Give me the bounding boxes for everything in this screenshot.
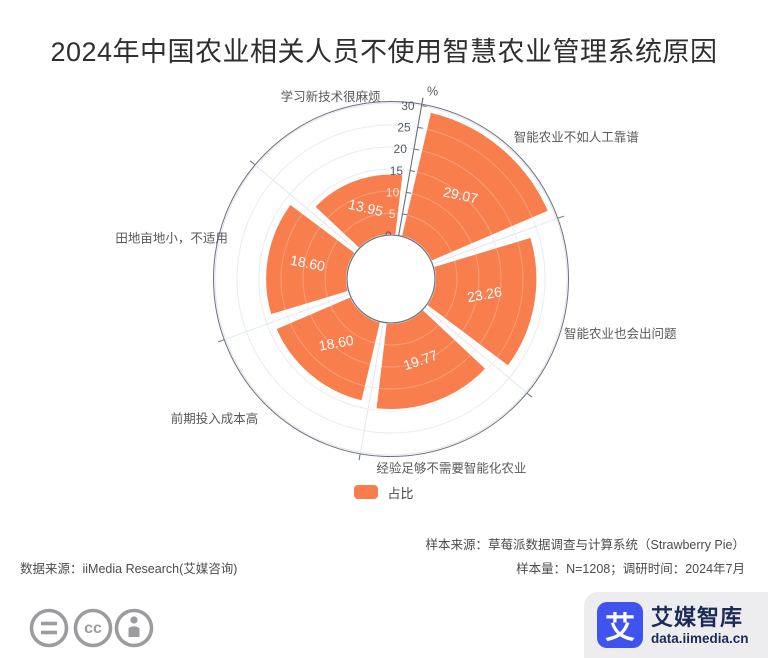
- value-label: 13.95: [347, 196, 385, 220]
- angle-axis-tick: [358, 453, 361, 461]
- legend-swatch-icon: [354, 485, 379, 499]
- value-label: 18.60: [318, 332, 355, 354]
- category-label-智能农业也会出问题: 智能农业也会出问题: [564, 326, 677, 341]
- radius-axis-line: [398, 97, 424, 236]
- radius-axis-tick: [417, 126, 423, 129]
- brand-url[interactable]: data.iimedia.cn: [651, 630, 749, 646]
- legend-item[interactable]: 占比: [0, 482, 768, 502]
- brand-card[interactable]: 艾 艾媒智库 data.iimedia.cn: [584, 592, 768, 658]
- grid-circle: [236, 124, 546, 434]
- radius-axis-tick: [410, 170, 416, 173]
- angle-axis-tick: [526, 392, 533, 398]
- grid-spoke: [255, 165, 358, 252]
- sample-source-text: 样本来源：草莓派数据调查与计算系统（Strawberry Pie）: [425, 538, 745, 552]
- angle-axis-circle: [213, 101, 569, 457]
- grid-spoke: [432, 218, 557, 265]
- equals-icon[interactable]: [29, 608, 69, 648]
- grid-circle-overlay: [302, 190, 480, 368]
- data-source-text: 数据来源：iiMedia Research(艾媒咨询): [20, 562, 238, 576]
- category-label-学习新技术很麻烦: 学习新技术很麻烦: [281, 89, 381, 104]
- angle-axis-tick: [249, 160, 256, 166]
- angle-axis-tick: [557, 215, 565, 219]
- radius-tick-label: 10: [386, 186, 400, 200]
- radius-axis-tick: [413, 148, 419, 151]
- value-label: 23.26: [466, 283, 503, 305]
- chart-title: 2024年中国农业相关人员不使用智慧农业管理系统原因: [50, 37, 718, 67]
- value-label: 29.07: [442, 184, 480, 207]
- value-label: 18.60: [289, 252, 327, 274]
- grid-circle-overlay: [236, 124, 546, 434]
- grid-circle-overlay: [258, 146, 524, 412]
- category-label-前期投入成本高: 前期投入成本高: [171, 411, 259, 426]
- radius-axis-tick: [421, 105, 427, 108]
- license-icons[interactable]: cc: [25, 606, 160, 650]
- legend-label: 占比: [387, 485, 414, 501]
- radius-tick-label: 30: [401, 99, 415, 113]
- radius-tick-label: 15: [390, 164, 404, 178]
- sample-source-block: 样本来源：草莓派数据调查与计算系统（Strawberry Pie） 样本量：N=…: [426, 533, 745, 581]
- category-label-田地亩地小，不适用: 田地亩地小，不适用: [115, 231, 228, 246]
- radius-tick-label: 20: [394, 142, 408, 156]
- radius-tick-label: 5: [389, 207, 396, 221]
- grid-circle-overlay: [280, 168, 502, 390]
- category-label-智能农业不如人工靠谱: 智能农业不如人工靠谱: [514, 130, 639, 145]
- grid-circle-overlay: [324, 212, 458, 346]
- grid-spoke: [424, 306, 527, 393]
- grid-circle: [214, 102, 568, 456]
- radius-axis-tick: [406, 191, 412, 194]
- brand-name: 艾媒智库: [651, 604, 744, 630]
- radius-axis-tick: [402, 213, 408, 216]
- grid-spoke: [225, 293, 350, 340]
- cc-icon[interactable]: cc: [73, 608, 113, 648]
- grid-spoke: [359, 322, 384, 453]
- iimedia-logo-icon: 艾: [597, 602, 643, 648]
- category-label-经验足够不需要智能化农业: 经验足够不需要智能化农业: [376, 461, 526, 476]
- unit-label: %: [427, 84, 438, 98]
- attribution-person-icon[interactable]: [114, 608, 154, 648]
- sample-info-text: 样本量：N=1208；调研时间：2024年7月: [516, 562, 745, 576]
- radius-tick-label: 25: [397, 121, 411, 135]
- svg-text:cc: cc: [84, 620, 102, 637]
- angle-axis-tick: [217, 339, 225, 343]
- center-circle: [346, 234, 436, 324]
